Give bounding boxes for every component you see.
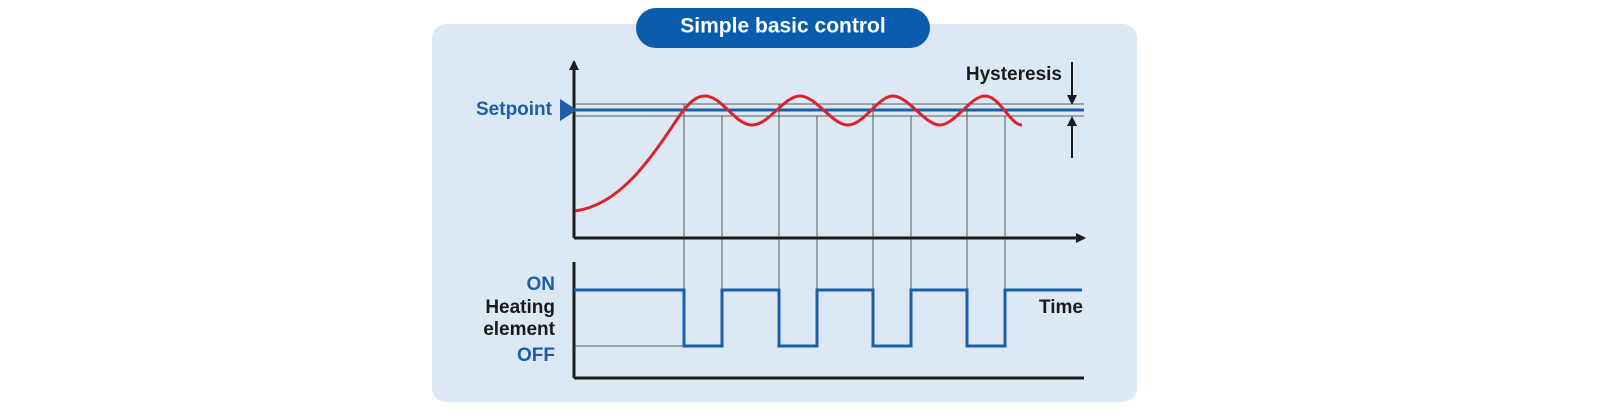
on-label: ON — [527, 274, 556, 295]
element-label: element — [483, 319, 555, 340]
title-pill — [636, 8, 930, 48]
setpoint-label: Setpoint — [476, 99, 553, 120]
setpoint-marker — [560, 99, 577, 121]
title: Simple basic control — [680, 15, 885, 38]
hysteresis-label: Hysteresis — [966, 64, 1062, 85]
off-label: OFF — [517, 345, 555, 366]
time-label: Time — [1039, 297, 1083, 318]
heating-signal — [574, 288, 1082, 348]
heating-label: Heating — [485, 297, 555, 318]
panel — [432, 24, 1137, 402]
temperature-curve — [574, 94, 1023, 213]
